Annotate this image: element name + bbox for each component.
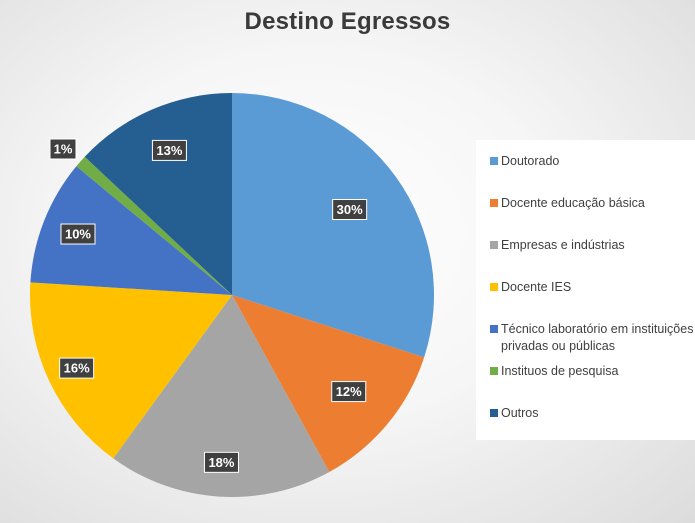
legend-item: Docente IES	[490, 279, 695, 296]
data-label-text-7: 13%	[156, 143, 182, 158]
data-label-text-6: 1%	[54, 142, 73, 157]
legend-item: Empresas e indústrias	[490, 237, 695, 254]
legend-swatch	[490, 199, 498, 207]
legend-item: Instituos de pesquisa	[490, 363, 695, 380]
data-label-5: 10%	[60, 223, 96, 245]
legend-label: Doutorado	[501, 154, 560, 168]
data-label-7: 13%	[151, 139, 187, 161]
legend-label: Técnico laboratório em instituições priv…	[501, 322, 694, 353]
legend-label: Docente educação básica	[501, 196, 645, 210]
legend-swatch	[490, 325, 498, 333]
legend-item: Docente educação básica	[490, 195, 695, 212]
legend-label: Outros	[501, 406, 539, 420]
chart-title: Destino Egressos	[244, 8, 451, 35]
legend-label: Instituos de pesquisa	[501, 364, 619, 378]
pie-slice-5	[30, 166, 232, 295]
data-label-text-5: 10%	[65, 227, 91, 242]
pie-slice-6	[76, 156, 232, 295]
data-label-text-1: 30%	[337, 202, 363, 217]
data-label-text-4: 16%	[64, 361, 90, 376]
legend: Doutorado Docente educação básica Empresas…	[476, 140, 695, 440]
legend-swatch	[490, 367, 498, 375]
legend-label: Docente IES	[501, 280, 572, 294]
data-label-3: 18%	[203, 451, 239, 473]
legend-swatch	[490, 283, 498, 291]
legend-label: Empresas e indústrias	[501, 238, 625, 252]
legend-swatch	[490, 409, 498, 417]
pie-slice-2	[232, 295, 425, 473]
pie-slice-4	[30, 282, 232, 459]
pie-slice-1	[232, 93, 434, 358]
legend-swatch	[490, 241, 498, 249]
legend-swatch	[490, 157, 498, 165]
data-label-4: 16%	[59, 357, 95, 379]
data-label-6: 1%	[49, 138, 77, 160]
data-label-text-2: 12%	[336, 384, 362, 399]
data-label-text-3: 18%	[208, 455, 234, 470]
pie-slice-3	[113, 295, 330, 497]
pie-slice-7	[84, 93, 232, 295]
data-label-2: 12%	[331, 381, 367, 403]
data-label-1: 30%	[332, 199, 368, 221]
legend-item: Técnico laboratório em instituições priv…	[490, 321, 695, 355]
legend-item: Outros	[490, 405, 695, 422]
legend-item: Doutorado	[490, 153, 695, 170]
